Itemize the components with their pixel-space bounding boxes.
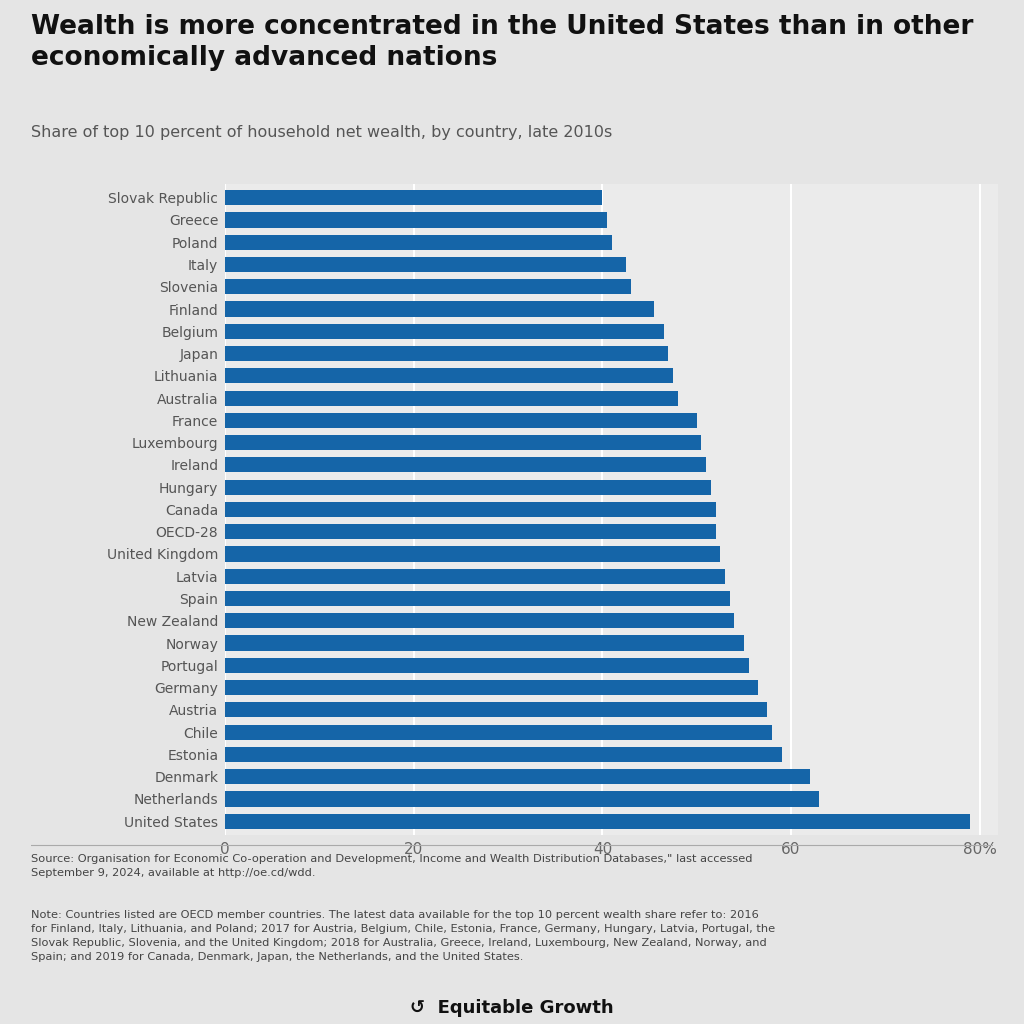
Bar [225,346,669,361]
Text: ↺  Equitable Growth: ↺ Equitable Growth [411,998,613,1017]
Bar [225,190,602,205]
Bar [225,280,631,294]
Bar [225,613,734,629]
Bar [225,257,626,272]
Bar [225,680,758,695]
Bar [225,769,810,784]
Bar [225,324,664,339]
Bar [225,479,711,495]
Bar [225,301,654,316]
Text: Share of top 10 percent of household net wealth, by country, late 2010s: Share of top 10 percent of household net… [31,125,612,140]
Bar [225,502,716,517]
Bar [225,390,678,406]
Text: Source: Organisation for Economic Co-operation and Development, Income and Wealt: Source: Organisation for Economic Co-ope… [31,854,753,879]
Bar [225,657,749,673]
Bar [225,435,701,451]
Bar [225,702,767,718]
Text: Note: Countries listed are OECD member countries. The latest data available for : Note: Countries listed are OECD member c… [31,909,775,962]
Bar [225,568,725,584]
Bar [225,458,707,472]
Bar [225,636,743,650]
Bar [225,413,696,428]
Bar [225,746,781,762]
Bar [225,234,612,250]
Bar [225,369,673,383]
Bar [225,524,716,540]
Bar [225,725,772,739]
Bar [225,814,970,828]
Bar [225,212,607,227]
Text: Wealth is more concentrated in the United States than in other
economically adva: Wealth is more concentrated in the Unite… [31,13,973,71]
Bar [225,591,730,606]
Bar [225,792,819,807]
Bar [225,547,720,561]
